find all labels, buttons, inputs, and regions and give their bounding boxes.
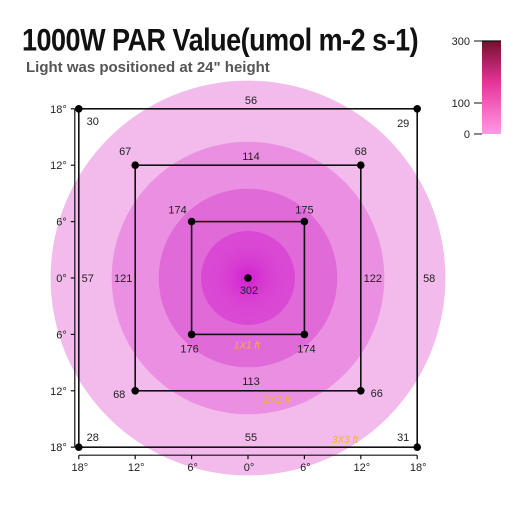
x-tick-label: 12° xyxy=(128,462,145,474)
edge-value-bottom: 55 xyxy=(245,432,257,444)
colorbar-tick-label: 100 xyxy=(452,98,470,110)
corner-point xyxy=(300,330,309,339)
corner-value-label: 30 xyxy=(87,116,99,128)
corner-point xyxy=(357,387,365,395)
corner-point xyxy=(131,387,139,395)
x-tick-label: 18° xyxy=(71,462,88,474)
edge-value-right: 58 xyxy=(423,273,435,285)
center-value-label: 302 xyxy=(240,285,258,297)
edge-value-left: 57 xyxy=(82,273,94,285)
corner-value-label: 28 xyxy=(87,432,99,444)
center-point xyxy=(244,274,252,282)
chart-title: 1000W PAR Value(umol m-2 s-1) xyxy=(22,22,419,58)
corner-point xyxy=(75,443,83,452)
square-2X2ft xyxy=(134,164,362,392)
corner-value-label: 67 xyxy=(119,146,131,158)
corner-value-label: 68 xyxy=(355,146,367,158)
corner-value-label: 31 xyxy=(397,432,409,444)
edge-value-right: 122 xyxy=(364,273,382,285)
corner-value-label: 68 xyxy=(113,389,125,401)
coverage-squares: 174 175 176 174 1X1 ft 67 68 68 66 114 113 121 122 2X… xyxy=(75,95,435,452)
corner-point xyxy=(300,217,309,226)
y-tick-label: 18° xyxy=(50,442,67,454)
colorbar-tick-label: 300 xyxy=(452,36,470,48)
corner-value-label: 175 xyxy=(295,205,313,217)
chart-subtitle: Light was positioned at 24" height xyxy=(26,59,270,76)
size-label: 1X1 ft xyxy=(234,340,261,351)
corner-value-label: 176 xyxy=(180,343,198,355)
corner-point xyxy=(187,217,196,226)
x-tick-label: 12° xyxy=(353,462,370,474)
size-label: 3X3 ft xyxy=(332,435,359,446)
colorbar-gradient xyxy=(482,41,501,134)
corner-point xyxy=(413,105,422,113)
axes: 18° 12° 6° 0° 6° 12° 18° 18° 12° 6° 0° 6° 12° 18° xyxy=(50,104,426,474)
x-tick-label: 0° xyxy=(244,462,255,474)
corner-value-label: 66 xyxy=(371,388,383,400)
edge-value-bottom: 113 xyxy=(242,376,260,388)
corner-point xyxy=(187,330,196,339)
y-tick-label: 12° xyxy=(50,160,67,172)
y-tick-label: 12° xyxy=(50,386,67,398)
y-tick-label: 0° xyxy=(56,273,67,285)
corner-point xyxy=(413,443,422,452)
corner-point xyxy=(131,161,139,169)
corner-point xyxy=(75,105,83,113)
corner-point xyxy=(357,161,365,169)
square-1X1ft xyxy=(190,220,306,336)
edge-value-left: 121 xyxy=(114,273,132,285)
edge-value-top: 114 xyxy=(242,151,260,163)
x-tick-label: 18° xyxy=(410,462,427,474)
corner-value-label: 174 xyxy=(297,343,315,355)
size-label: 2X2 ft xyxy=(263,395,291,406)
y-tick-label: 18° xyxy=(50,104,67,116)
x-tick-label: 6° xyxy=(300,462,311,474)
x-tick-label: 6° xyxy=(187,462,198,474)
y-tick-label: 6° xyxy=(56,329,67,341)
colorbar-tick-label: 0 xyxy=(464,129,470,141)
corner-value-label: 29 xyxy=(397,118,409,130)
y-tick-label: 6° xyxy=(56,217,67,229)
edge-value-top: 56 xyxy=(245,95,257,107)
corner-value-label: 174 xyxy=(168,205,186,217)
square-3X3ft xyxy=(78,108,418,448)
colorbar: 0 100 300 xyxy=(452,36,501,141)
